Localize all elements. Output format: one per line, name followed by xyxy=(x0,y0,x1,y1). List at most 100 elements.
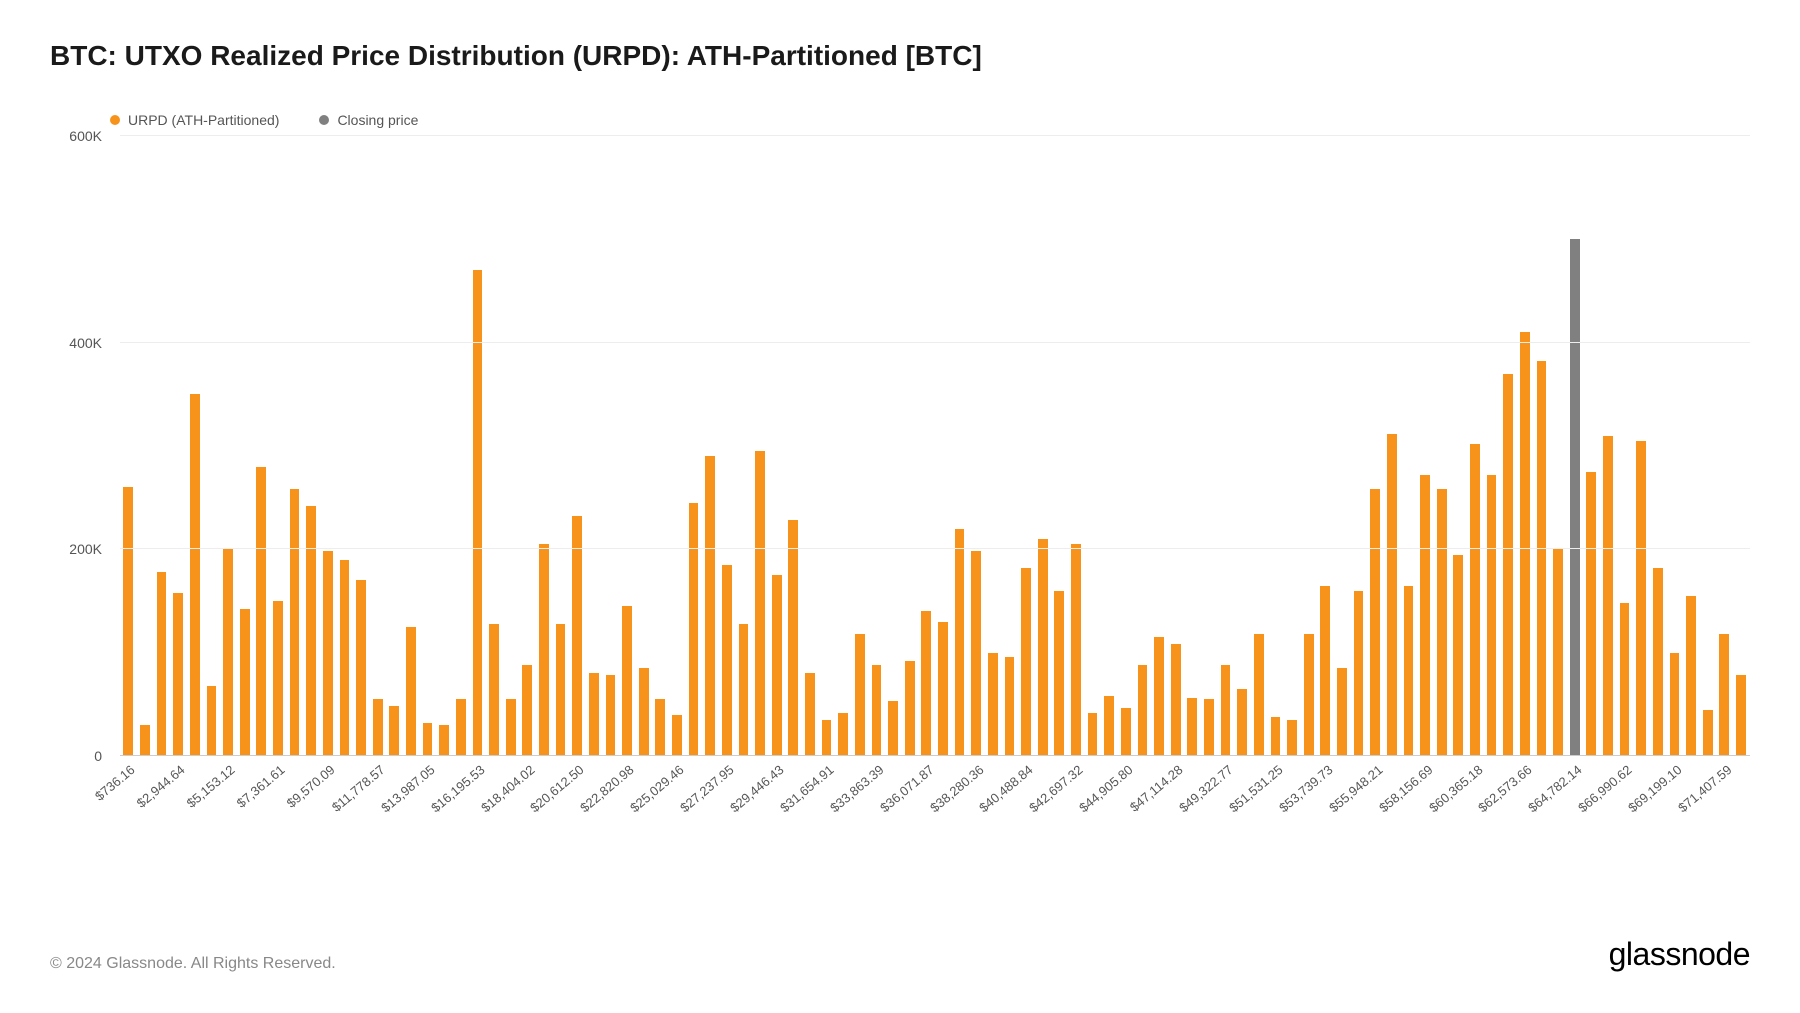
bar xyxy=(1453,555,1463,757)
bar xyxy=(1320,586,1330,757)
bar xyxy=(1603,436,1613,756)
bar xyxy=(1437,489,1447,756)
bar xyxy=(1254,634,1264,756)
bar-slot xyxy=(187,136,204,756)
x-tick-label: $29,446.43 xyxy=(727,762,786,815)
bar xyxy=(1337,668,1347,756)
bar xyxy=(256,467,266,756)
bar-slot xyxy=(1118,136,1135,756)
x-tick-label: $47,114.28 xyxy=(1127,762,1186,815)
bar-slot xyxy=(1334,136,1351,756)
bar xyxy=(406,627,416,756)
bar xyxy=(1121,708,1131,756)
x-tick-label: $62,573.66 xyxy=(1476,762,1535,815)
bar xyxy=(1187,698,1197,756)
bar-slot xyxy=(619,136,636,756)
x-tick-label: $13,987.05 xyxy=(378,762,437,815)
x-tick-label: $69,199.10 xyxy=(1625,762,1684,815)
bar xyxy=(522,665,532,756)
bar xyxy=(356,580,366,756)
bar xyxy=(655,699,665,756)
bar-slot xyxy=(901,136,918,756)
bar xyxy=(173,593,183,756)
bar-slot xyxy=(951,136,968,756)
bar xyxy=(539,544,549,756)
bar xyxy=(1287,720,1297,756)
bar-slot xyxy=(1101,136,1118,756)
bar xyxy=(622,606,632,756)
bar xyxy=(1354,591,1364,756)
bar-slot xyxy=(536,136,553,756)
bar xyxy=(1487,475,1497,756)
bar-slot xyxy=(1533,136,1550,756)
x-tick-label: $40,488.84 xyxy=(977,762,1036,815)
bar-slot xyxy=(1683,136,1700,756)
bar-slot xyxy=(935,136,952,756)
bar xyxy=(373,699,383,756)
bar-slot xyxy=(1201,136,1218,756)
bar xyxy=(1387,434,1397,756)
bar-slot xyxy=(1433,136,1450,756)
bar-slot xyxy=(1068,136,1085,756)
chart: 0200K400K600K $736.16$2,944.64$5,153.12$… xyxy=(50,136,1750,816)
bar xyxy=(1420,475,1430,756)
bar xyxy=(423,723,433,756)
bar-slot xyxy=(719,136,736,756)
bar xyxy=(1370,489,1380,756)
bar-slot xyxy=(502,136,519,756)
bar xyxy=(1088,713,1098,756)
bar-slot xyxy=(968,136,985,756)
bar xyxy=(1653,568,1663,756)
bar-slot xyxy=(519,136,536,756)
bar-slot xyxy=(1001,136,1018,756)
bar-slot xyxy=(852,136,869,756)
bar xyxy=(1620,603,1630,756)
chart-title: BTC: UTXO Realized Price Distribution (U… xyxy=(50,40,1750,72)
bar-slot xyxy=(1716,136,1733,756)
bar-slot xyxy=(768,136,785,756)
bar xyxy=(1686,596,1696,756)
bar-slot xyxy=(303,136,320,756)
bar xyxy=(1520,332,1530,756)
bar xyxy=(606,675,616,756)
bar-slot xyxy=(1517,136,1534,756)
bar xyxy=(1271,717,1281,756)
bar-slot xyxy=(1084,136,1101,756)
bar-slot xyxy=(785,136,802,756)
grid-line xyxy=(120,135,1750,136)
x-tick-label: $11,778.57 xyxy=(329,762,388,815)
brand-logo: glassnode xyxy=(1609,936,1750,973)
bar-slot xyxy=(486,136,503,756)
bar-slot xyxy=(669,136,686,756)
bar xyxy=(639,668,649,756)
bar-slot xyxy=(1733,136,1750,756)
legend-label: URPD (ATH-Partitioned) xyxy=(128,112,279,128)
bar xyxy=(722,565,732,756)
bar xyxy=(888,701,898,756)
bar xyxy=(855,634,865,756)
bar xyxy=(739,624,749,756)
bar xyxy=(1736,675,1746,756)
bar-slot xyxy=(702,136,719,756)
bar-slot xyxy=(1467,136,1484,756)
bar-slot xyxy=(436,136,453,756)
bar xyxy=(123,487,133,756)
footer: © 2024 Glassnode. All Rights Reserved. g… xyxy=(50,936,1750,973)
bar-slot xyxy=(1151,136,1168,756)
bar-slot xyxy=(353,136,370,756)
bar-slot xyxy=(1650,136,1667,756)
bar-slot xyxy=(203,136,220,756)
y-tick-label: 400K xyxy=(69,335,102,351)
bar-slot xyxy=(1550,136,1567,756)
bar-slot xyxy=(453,136,470,756)
bar-slot xyxy=(369,136,386,756)
bar xyxy=(306,506,316,756)
bar-slot xyxy=(1167,136,1184,756)
copyright-text: © 2024 Glassnode. All Rights Reserved. xyxy=(50,955,336,973)
bar xyxy=(838,713,848,756)
bar-slot xyxy=(320,136,337,756)
bar-slot xyxy=(1018,136,1035,756)
bar xyxy=(705,456,715,756)
bar xyxy=(157,572,167,756)
x-tick-label: $55,948.21 xyxy=(1326,762,1385,815)
